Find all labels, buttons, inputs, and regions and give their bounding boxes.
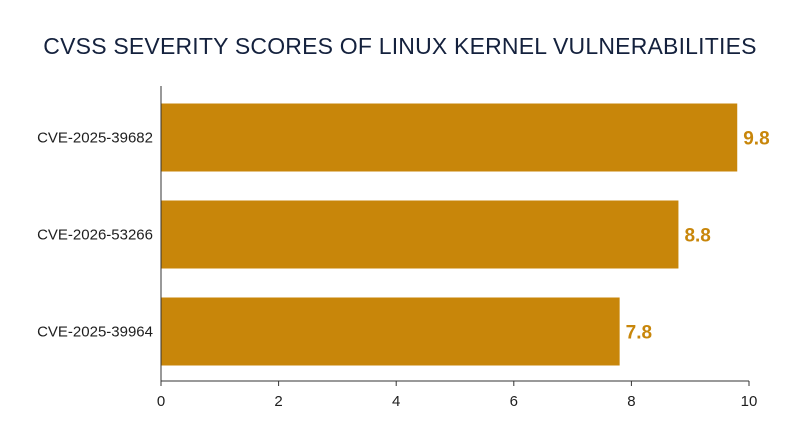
- bars-layer: [161, 103, 738, 366]
- value-labels: 9.8 8.8 7.8: [626, 129, 770, 344]
- bar-cve-2025-39682: [161, 103, 738, 172]
- x-tick-label: 2: [274, 393, 282, 410]
- x-axis: 0 2 4 6 8 10: [157, 86, 758, 410]
- chart-title: CVSS SEVERITY SCORES OF LINUX KERNEL VUL…: [43, 33, 757, 59]
- x-tick-label: 8: [627, 393, 635, 410]
- category-label: CVE-2025-39682: [37, 130, 153, 147]
- x-tick-label: 6: [510, 393, 518, 410]
- category-label: CVE-2026-53266: [37, 227, 153, 244]
- category-label: CVE-2025-39964: [37, 324, 153, 341]
- category-labels: CVE-2025-39682 CVE-2026-53266 CVE-2025-399…: [37, 130, 153, 341]
- value-label: 9.8: [743, 129, 769, 150]
- bar-cve-2026-53266: [161, 200, 679, 269]
- x-tick-label: 4: [392, 393, 400, 410]
- x-tick-label: 10: [741, 393, 758, 410]
- x-tick-label: 0: [157, 393, 165, 410]
- value-label: 8.8: [684, 226, 710, 247]
- value-label: 7.8: [626, 323, 652, 344]
- bar-cve-2025-39964: [161, 297, 620, 366]
